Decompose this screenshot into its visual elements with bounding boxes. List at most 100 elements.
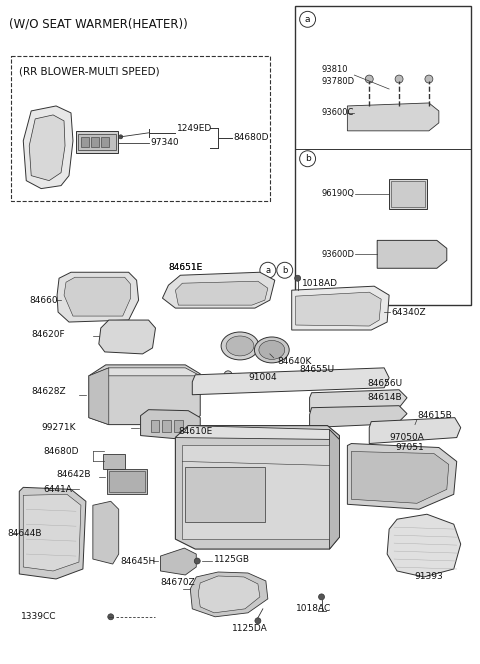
Text: 84640K: 84640K — [278, 357, 312, 367]
Text: 84680D: 84680D — [233, 133, 268, 142]
Bar — [78, 134, 116, 150]
Text: 84645H: 84645H — [120, 556, 156, 566]
Text: 64340Z: 64340Z — [391, 307, 426, 317]
Polygon shape — [296, 292, 381, 326]
Ellipse shape — [221, 332, 259, 360]
Text: 84615B: 84615B — [417, 411, 452, 420]
Text: 84656U: 84656U — [367, 379, 402, 388]
Text: 84614B: 84614B — [367, 393, 402, 402]
Bar — [107, 469, 146, 494]
Bar — [151, 420, 159, 432]
Polygon shape — [64, 278, 131, 316]
Text: 97051: 97051 — [395, 443, 424, 452]
Polygon shape — [175, 426, 339, 440]
Polygon shape — [348, 444, 457, 509]
Polygon shape — [141, 410, 200, 440]
Polygon shape — [175, 426, 339, 549]
Text: (RR BLOWER-MULTI SPEED): (RR BLOWER-MULTI SPEED) — [19, 66, 160, 76]
Polygon shape — [160, 548, 196, 575]
Text: 84670Z: 84670Z — [160, 578, 195, 588]
Bar — [103, 454, 125, 469]
Circle shape — [277, 262, 293, 278]
Polygon shape — [57, 272, 139, 322]
Text: 91393: 91393 — [414, 572, 443, 582]
Text: 84620F: 84620F — [31, 331, 65, 339]
Text: 93600D: 93600D — [322, 250, 355, 259]
Circle shape — [319, 594, 324, 600]
Text: 84680D: 84680D — [43, 447, 79, 456]
Text: 93810: 93810 — [322, 64, 348, 74]
Polygon shape — [23, 106, 73, 189]
Circle shape — [300, 151, 315, 167]
Bar — [12, 56, 270, 201]
Bar — [81, 137, 89, 147]
Text: a: a — [305, 15, 311, 24]
Ellipse shape — [254, 337, 289, 363]
Polygon shape — [351, 452, 449, 503]
Bar — [109, 471, 144, 492]
Polygon shape — [348, 103, 439, 131]
Bar — [174, 420, 183, 432]
Polygon shape — [190, 572, 268, 617]
Polygon shape — [19, 487, 86, 579]
Circle shape — [395, 75, 403, 83]
Text: 91004: 91004 — [248, 373, 276, 382]
Polygon shape — [310, 390, 407, 412]
Text: 84610E: 84610E — [179, 427, 213, 436]
Ellipse shape — [259, 341, 285, 359]
Bar — [91, 137, 99, 147]
Circle shape — [260, 262, 276, 278]
Text: 96190Q: 96190Q — [322, 189, 355, 198]
Text: 84660: 84660 — [29, 295, 58, 305]
Text: 1018AC: 1018AC — [296, 604, 331, 614]
Circle shape — [224, 371, 232, 378]
Bar — [76, 131, 118, 153]
Bar — [182, 444, 329, 539]
Text: 84644B: 84644B — [7, 529, 42, 538]
Text: 97340: 97340 — [151, 138, 179, 147]
Polygon shape — [310, 406, 407, 428]
Polygon shape — [162, 272, 275, 308]
Polygon shape — [89, 368, 200, 376]
Text: 84651E: 84651E — [168, 263, 203, 272]
Polygon shape — [369, 418, 461, 444]
Bar — [101, 137, 109, 147]
Bar — [391, 181, 425, 207]
Text: a: a — [265, 266, 270, 275]
Polygon shape — [329, 430, 339, 549]
Text: 97050A: 97050A — [389, 433, 424, 442]
Polygon shape — [198, 576, 260, 613]
Text: b: b — [305, 154, 311, 163]
Bar — [162, 420, 171, 432]
Circle shape — [108, 614, 114, 620]
Polygon shape — [175, 282, 268, 305]
Text: 6441A: 6441A — [43, 485, 72, 494]
Polygon shape — [93, 501, 119, 564]
Polygon shape — [99, 320, 156, 354]
Text: 1125GB: 1125GB — [214, 554, 250, 564]
Circle shape — [295, 276, 300, 282]
Polygon shape — [387, 514, 461, 577]
Text: 84628Z: 84628Z — [31, 387, 66, 396]
Text: 1249ED: 1249ED — [178, 124, 213, 133]
Bar — [295, 7, 471, 305]
Circle shape — [255, 618, 261, 623]
Circle shape — [300, 11, 315, 27]
Polygon shape — [292, 286, 389, 330]
Circle shape — [236, 374, 244, 382]
Polygon shape — [89, 368, 109, 424]
Text: 1339CC: 1339CC — [21, 612, 57, 622]
Polygon shape — [29, 115, 65, 181]
Text: b: b — [282, 266, 288, 275]
Bar — [185, 467, 265, 522]
Polygon shape — [377, 240, 447, 268]
Text: 84655U: 84655U — [300, 365, 335, 374]
Text: 93780D: 93780D — [322, 76, 355, 86]
Ellipse shape — [226, 336, 254, 356]
Circle shape — [194, 558, 200, 564]
Polygon shape — [23, 494, 81, 571]
Text: 99271K: 99271K — [41, 423, 76, 432]
Bar — [389, 179, 427, 208]
Text: 1018AD: 1018AD — [301, 279, 337, 288]
Text: (W/O SEAT WARMER(HEATER)): (W/O SEAT WARMER(HEATER)) — [9, 17, 188, 31]
